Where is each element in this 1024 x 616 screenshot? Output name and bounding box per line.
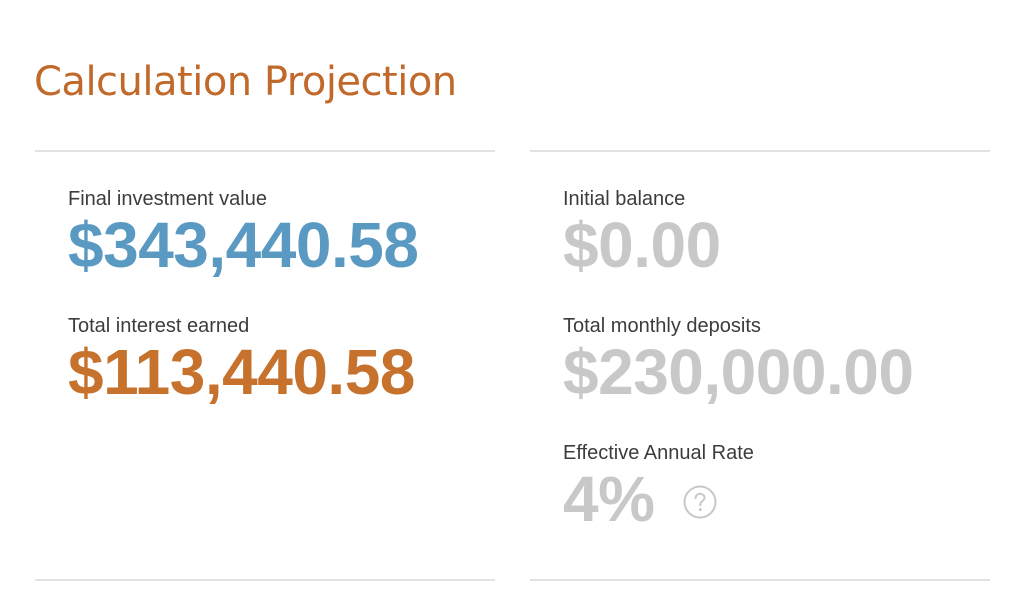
left-top-divider — [35, 150, 495, 152]
right-top-divider — [530, 150, 990, 152]
question-circle-icon[interactable] — [683, 485, 717, 519]
total-interest-label: Total interest earned — [68, 315, 250, 337]
monthly-deposits-stat: Total monthly deposits $230,000.00 — [563, 314, 914, 408]
monthly-deposits-value: $230,000.00 — [563, 336, 914, 408]
right-bottom-divider — [530, 579, 990, 581]
final-investment-label: Final investment value — [68, 188, 267, 210]
effective-rate-stat: Effective Annual Rate 4% — [563, 441, 754, 532]
initial-balance-value: $0.00 — [563, 209, 721, 281]
effective-rate-row: 4% — [563, 465, 754, 532]
page-title: Calculation Projection — [34, 59, 457, 105]
effective-rate-value: 4% — [563, 463, 655, 535]
final-investment-stat: Final investment value $343,440.58 — [68, 187, 419, 281]
total-interest-stat: Total interest earned $113,440.58 — [68, 314, 415, 405]
total-interest-value: $113,440.58 — [68, 336, 415, 408]
initial-balance-stat: Initial balance $0.00 — [563, 187, 721, 278]
final-investment-value: $343,440.58 — [68, 209, 419, 281]
initial-balance-label: Initial balance — [563, 188, 686, 210]
effective-rate-label: Effective Annual Rate — [563, 442, 754, 464]
left-bottom-divider — [35, 579, 495, 581]
monthly-deposits-label: Total monthly deposits — [563, 315, 761, 337]
